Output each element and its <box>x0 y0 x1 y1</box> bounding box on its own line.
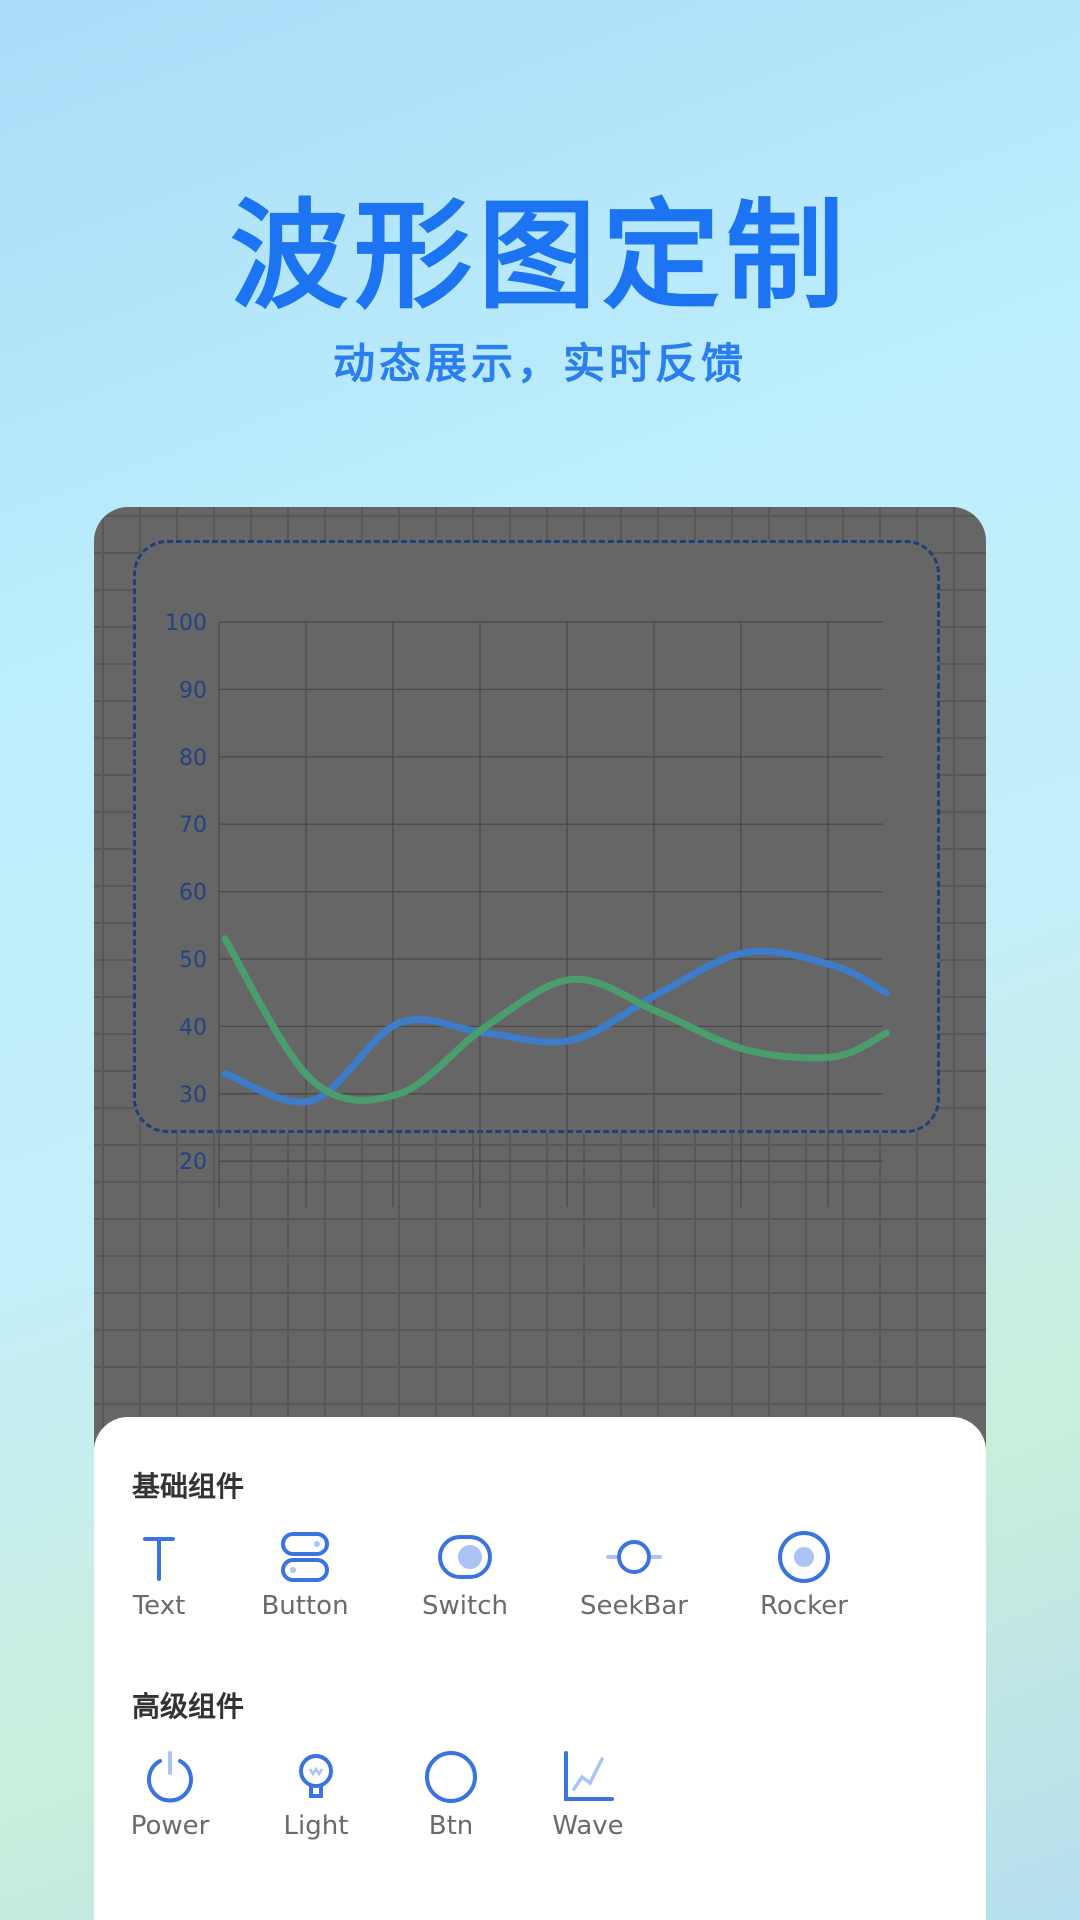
button-icon <box>281 1532 329 1582</box>
component-switch[interactable]: Switch <box>395 1529 535 1621</box>
component-label: Rocker <box>760 1591 848 1621</box>
series-line <box>221 935 890 1104</box>
y-tick-label: 80 <box>179 746 207 771</box>
component-btn[interactable]: Btn <box>381 1749 521 1841</box>
wave-widget[interactable] <box>133 540 940 1133</box>
y-tick-label: 90 <box>179 678 207 703</box>
power-icon <box>147 1751 193 1803</box>
bulb-icon <box>299 1754 333 1798</box>
advanced-components-title: 高级组件 <box>132 1690 245 1723</box>
component-panel: 基础组件 Text Button Switch SeekBar Rocker 高… <box>94 1417 986 1920</box>
switch-icon <box>438 1535 492 1579</box>
component-label: SeekBar <box>579 1591 688 1621</box>
text-icon <box>143 1537 175 1581</box>
y-tick-label: 50 <box>179 948 207 973</box>
component-label: Button <box>261 1591 349 1621</box>
component-seekbar[interactable]: SeekBar <box>564 1529 704 1621</box>
page-title: 波形图定制 <box>229 187 850 325</box>
component-label: Switch <box>422 1591 508 1621</box>
y-tick-label: 20 <box>179 1150 207 1175</box>
wave-chart: 0102030405060708090100 <box>165 611 890 1207</box>
y-tick-label: 70 <box>179 813 207 838</box>
wave-chart-icon <box>564 1751 614 1801</box>
series-line <box>221 947 890 1106</box>
page-subtitle: 动态展示，实时反馈 <box>332 339 747 388</box>
component-light[interactable]: Light <box>246 1749 386 1841</box>
component-label: Power <box>130 1811 210 1841</box>
basic-components-title: 基础组件 <box>132 1470 245 1503</box>
y-tick-label: 40 <box>179 1015 207 1040</box>
component-button[interactable]: Button <box>235 1529 375 1621</box>
component-power[interactable]: Power <box>100 1749 240 1841</box>
rocker-icon <box>778 1531 830 1583</box>
component-text[interactable]: Text <box>89 1529 229 1621</box>
y-tick-label: 100 <box>165 611 207 636</box>
component-label: Wave <box>552 1811 624 1841</box>
seekbar-icon <box>606 1540 662 1574</box>
component-label: Btn <box>428 1811 474 1841</box>
component-label: Light <box>283 1811 349 1841</box>
component-rocker[interactable]: Rocker <box>734 1529 874 1621</box>
y-tick-label: 60 <box>179 881 207 906</box>
circle-button-icon <box>425 1751 477 1803</box>
component-wave[interactable]: Wave <box>518 1749 658 1841</box>
component-label: Text <box>132 1591 186 1621</box>
y-tick-label: 30 <box>179 1083 207 1108</box>
